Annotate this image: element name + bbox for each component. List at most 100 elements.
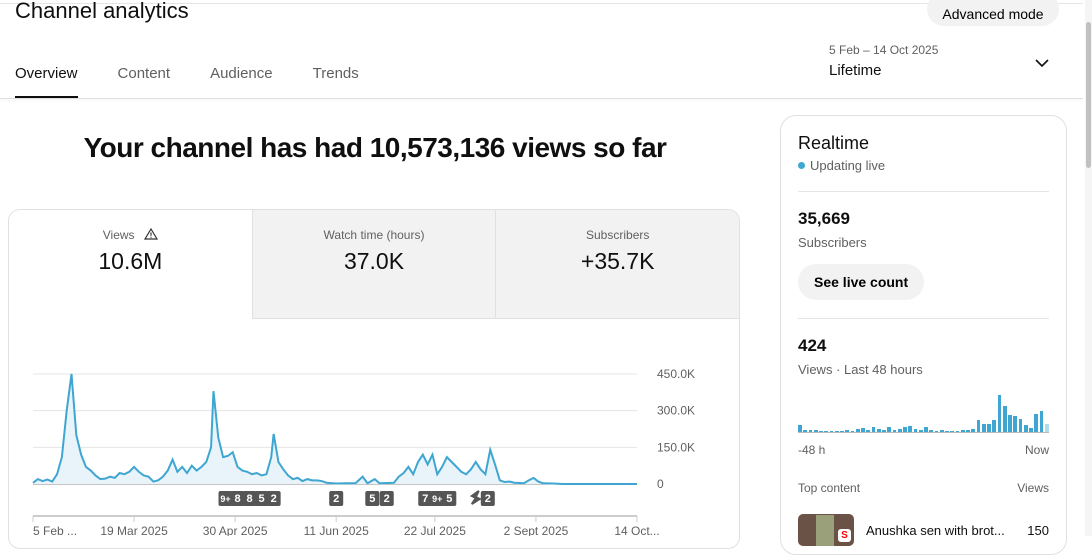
upload-marker[interactable]: 9+ [218, 491, 233, 506]
upload-marker[interactable]: 5 [254, 491, 269, 506]
date-range-selector[interactable]: 5 Feb – 14 Oct 2025 Lifetime [829, 43, 938, 79]
see-live-count-button[interactable]: See live count [798, 264, 925, 300]
hourly-bar[interactable] [945, 430, 949, 432]
x-tick-label: 5 Feb ... [33, 524, 77, 536]
metric-value: 10.6M [98, 248, 163, 274]
tab-bar: Overview Content Audience Trends [15, 65, 399, 98]
hourly-bar[interactable] [960, 429, 965, 432]
hourly-bar[interactable] [1018, 419, 1023, 432]
shorts-icon [469, 490, 482, 505]
y-tick-label: 150.0K [657, 440, 695, 454]
x-tick-label: 2 Sept 2025 [504, 524, 569, 536]
hourly-bar[interactable] [971, 428, 975, 432]
upload-marker[interactable]: 2 [266, 491, 281, 506]
hourly-bar[interactable] [882, 429, 886, 432]
hourly-bar[interactable] [813, 429, 818, 432]
hourly-bar[interactable] [798, 424, 802, 432]
metric-tab-watch-time[interactable]: Watch time (hours) 37.0K [251, 210, 496, 319]
hourly-bar[interactable] [1029, 427, 1033, 432]
tab-audience[interactable]: Audience [210, 65, 273, 82]
hourly-bar[interactable] [908, 425, 912, 432]
views-column-header: Views [1017, 481, 1049, 495]
scrollbar-thumb[interactable] [1086, 22, 1091, 168]
marker-count: 2 [485, 493, 491, 505]
hourly-bar[interactable] [997, 395, 1002, 432]
hourly-bar[interactable] [913, 428, 918, 432]
metric-tab-subscribers[interactable]: Subscribers +35.7K [495, 210, 739, 319]
upload-marker[interactable]: 8 [230, 491, 245, 506]
hourly-bar[interactable] [834, 430, 839, 432]
metric-label: Watch time (hours) [323, 228, 425, 242]
hourly-bar[interactable] [897, 428, 902, 432]
advanced-mode-button[interactable]: Advanced mode [927, 0, 1059, 26]
hourly-bar[interactable] [987, 423, 991, 432]
hourly-bar[interactable] [1002, 405, 1007, 432]
hourly-bar[interactable] [861, 427, 865, 432]
upload-marker[interactable]: 2 [329, 491, 344, 506]
scrollbar[interactable] [1085, 0, 1092, 536]
hourly-bar[interactable] [876, 428, 881, 432]
hourly-bar[interactable] [819, 431, 823, 432]
views-line [32, 373, 637, 485]
hourly-bar[interactable] [850, 431, 855, 432]
hourly-bar[interactable] [1023, 424, 1028, 432]
hourly-bar[interactable] [939, 429, 944, 432]
hourly-bar[interactable] [840, 431, 844, 432]
top-border [0, 3, 1083, 4]
hourly-bar[interactable] [824, 430, 828, 432]
hourly-bar[interactable] [866, 429, 870, 432]
tab-trends[interactable]: Trends [312, 65, 359, 82]
hourly-bar[interactable] [1034, 414, 1038, 432]
page-title: Channel analytics [15, 0, 189, 23]
tab-overview[interactable]: Overview [15, 65, 78, 98]
upload-marker[interactable]: 5 [365, 491, 380, 506]
hourly-bar[interactable] [1008, 415, 1012, 432]
upload-marker[interactable]: 8 [242, 491, 257, 506]
y-tick-label: 300.0K [657, 404, 695, 418]
marker-count: 5 [369, 493, 375, 505]
video-title[interactable]: Anushka sen with brot... [866, 522, 1005, 538]
hourly-bar[interactable] [934, 431, 939, 432]
top-content-item[interactable]: S Anushka sen with brot... 150 [798, 514, 1049, 546]
hourly-bar[interactable] [903, 426, 907, 432]
total-views-headline: Your channel has had 10,573,136 views so… [83, 132, 667, 163]
hourly-bar[interactable] [918, 429, 923, 432]
marker-box [365, 491, 380, 506]
hourly-bar[interactable] [1039, 410, 1044, 432]
hourly-bar[interactable] [976, 420, 981, 432]
upload-marker[interactable]: 7 [418, 491, 433, 506]
hourly-bar[interactable] [845, 429, 849, 432]
marker-box [418, 491, 433, 506]
x-tick-label: 14 Oct... [614, 524, 659, 536]
video-thumbnail[interactable]: S [798, 514, 854, 546]
hourly-bar[interactable] [929, 429, 933, 432]
hourly-bar[interactable] [950, 431, 954, 432]
chevron-down-icon[interactable] [1034, 55, 1050, 71]
warning-icon[interactable] [143, 227, 158, 240]
hourly-bar[interactable] [892, 429, 897, 432]
hourly-bar[interactable] [966, 429, 970, 432]
hourly-bar[interactable] [1044, 423, 1049, 432]
upload-marker[interactable] [469, 490, 482, 505]
marker-count: 8 [247, 493, 253, 505]
hourly-bar[interactable] [808, 429, 813, 432]
upload-marker[interactable]: 9+ [430, 491, 445, 506]
live-dot-icon [798, 162, 805, 169]
metric-tab-views[interactable]: Views 10.6M [9, 210, 252, 319]
hourly-bar[interactable] [992, 420, 996, 432]
tab-content[interactable]: Content [117, 65, 171, 82]
hourly-bar[interactable] [955, 430, 960, 432]
hourly-bar[interactable] [871, 426, 876, 432]
marker-box [442, 491, 457, 506]
hourly-bar[interactable] [803, 429, 807, 432]
hourly-bar[interactable] [981, 423, 986, 432]
hourly-bar[interactable] [887, 426, 891, 432]
y-tick-label: 450.0K [657, 367, 695, 381]
hourly-bar[interactable] [924, 426, 928, 432]
upload-marker[interactable]: 2 [379, 491, 394, 506]
upload-marker[interactable]: 5 [442, 491, 457, 506]
hourly-bar[interactable] [855, 428, 860, 432]
upload-marker[interactable]: 2 [480, 491, 495, 506]
hourly-bar[interactable] [829, 431, 834, 432]
hourly-bar[interactable] [1013, 416, 1017, 432]
